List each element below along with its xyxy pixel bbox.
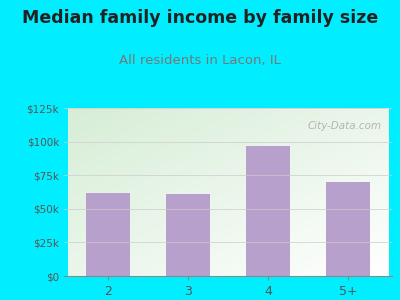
Text: City-Data.com: City-Data.com	[308, 122, 382, 131]
Bar	[326, 182, 370, 276]
Bar	[166, 194, 210, 276]
Bar	[86, 193, 130, 276]
Text: Median family income by family size: Median family income by family size	[22, 9, 378, 27]
Bar	[246, 146, 290, 276]
Text: All residents in Lacon, IL: All residents in Lacon, IL	[119, 54, 281, 67]
